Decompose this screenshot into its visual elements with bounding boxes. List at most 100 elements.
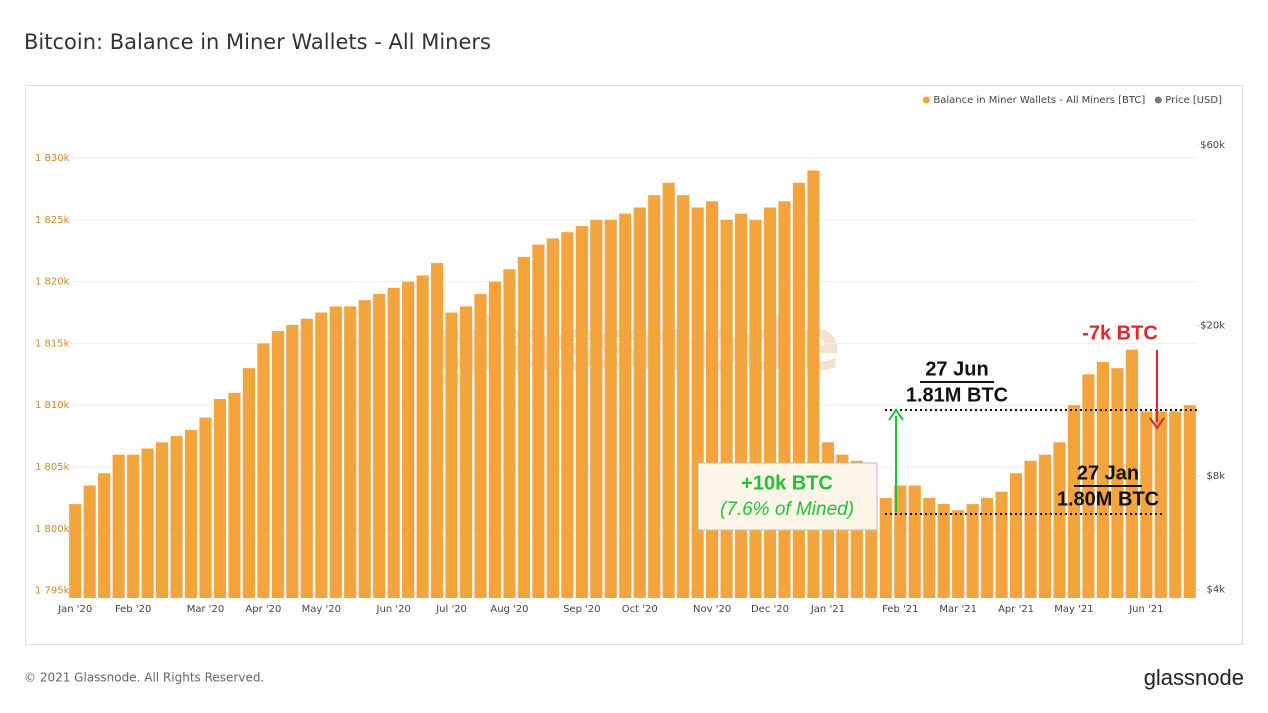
annotation: +10k BTC <box>741 472 833 494</box>
annotation: 1.81M BTC <box>906 384 1008 406</box>
bar <box>474 294 487 598</box>
bar <box>1169 411 1182 598</box>
bar <box>575 226 588 598</box>
annotation-box <box>697 462 878 531</box>
bar <box>720 219 733 598</box>
bar <box>995 491 1008 598</box>
bar <box>792 182 806 598</box>
bar <box>1140 411 1153 598</box>
x-tick-label: May '20 <box>302 604 341 615</box>
bar <box>83 485 96 598</box>
x-tick-label: May '21 <box>1054 604 1093 615</box>
bar <box>749 219 762 598</box>
y-tick-label: 1 800k <box>35 524 70 535</box>
bar <box>648 195 661 598</box>
bar <box>908 485 921 598</box>
bar <box>98 473 111 598</box>
bar <box>315 312 328 598</box>
bar <box>271 331 284 598</box>
bar <box>402 281 415 598</box>
y-tick-label: 1 810k <box>35 400 70 411</box>
bar <box>517 256 531 598</box>
bar <box>213 399 227 598</box>
x-tick-label: Aug '20 <box>490 604 528 615</box>
annotation: (7.6% of Mined) <box>720 499 854 520</box>
legend-swatch <box>922 96 930 104</box>
bar <box>1154 411 1167 598</box>
x-tick-label: Apr '21 <box>998 604 1034 615</box>
bar <box>1053 442 1066 598</box>
bar <box>445 312 458 598</box>
bar <box>69 504 82 598</box>
title: Bitcoin: Balance in Miner Wallets - All … <box>24 30 491 54</box>
bar <box>170 436 183 598</box>
bar <box>184 429 198 598</box>
y-tick-label: 1 805k <box>35 462 70 473</box>
y-tick-label: 1 815k <box>35 338 70 349</box>
bar <box>257 343 270 598</box>
bar <box>706 201 719 599</box>
x-tick-label: Apr '20 <box>245 604 281 615</box>
bar <box>1111 368 1124 598</box>
bar <box>734 213 748 598</box>
y-tick-label: 1 825k <box>35 215 70 226</box>
x-tick-label: Jan '21 <box>810 604 845 615</box>
bar <box>561 232 574 598</box>
legend-swatch <box>1154 96 1162 104</box>
bar <box>329 306 342 598</box>
bar <box>1024 460 1037 598</box>
bar <box>199 417 212 598</box>
bar <box>373 294 386 598</box>
annotation: 27 Jun <box>925 358 988 380</box>
bar <box>112 454 125 598</box>
x-tick-label: Oct '20 <box>622 604 658 615</box>
bar <box>807 170 820 599</box>
x-tick-label: Mar '20 <box>187 604 225 615</box>
bar <box>431 263 444 598</box>
bar <box>416 275 429 598</box>
bar <box>894 485 907 598</box>
bar <box>300 318 313 598</box>
bar <box>981 497 994 598</box>
x-tick-label: Feb '20 <box>115 604 151 615</box>
bar <box>763 207 777 599</box>
bar <box>459 306 473 598</box>
x-tick-label: Jun '20 <box>376 604 411 615</box>
footer: © 2021 Glassnode. All Rights Reserved. <box>24 671 264 685</box>
annotation: 1.80M BTC <box>1057 488 1159 510</box>
bar <box>344 306 357 598</box>
bar <box>387 287 400 598</box>
y2-tick-label: $60k <box>1200 140 1225 151</box>
x-tick-label: Feb '21 <box>882 604 918 615</box>
bar <box>532 244 545 599</box>
bar <box>358 300 371 598</box>
bar <box>488 281 502 598</box>
x-tick-label: Mar '21 <box>939 604 977 615</box>
bar <box>604 219 617 598</box>
bar <box>1038 454 1052 598</box>
logo: glassnode <box>1144 665 1244 690</box>
y2-tick-label: $4k <box>1206 585 1225 596</box>
bar <box>127 454 140 598</box>
arrow-head <box>888 408 904 421</box>
bar <box>228 392 241 598</box>
bar <box>1067 405 1081 598</box>
bar <box>1183 405 1196 598</box>
annotations: +10k BTC (7.6% of Mined) 27 Jun 1.81M BT… <box>697 322 1197 531</box>
bar <box>546 238 559 598</box>
x-tick-label: Jul '20 <box>435 604 467 615</box>
y-tick-label: 1 820k <box>35 277 70 288</box>
bar <box>923 497 936 598</box>
bar <box>966 504 979 598</box>
bar <box>286 324 299 598</box>
bar <box>633 207 646 599</box>
x-tick-label: Jun '21 <box>1128 604 1163 615</box>
legend-label: Price [USD] <box>1165 95 1222 106</box>
x-tick-label: Dec '20 <box>751 604 789 615</box>
y-tick-label: 1 830k <box>35 153 70 164</box>
bar <box>156 442 169 598</box>
bar <box>662 182 675 598</box>
x-tick-label: Sep '20 <box>563 604 601 615</box>
bar <box>141 448 154 598</box>
